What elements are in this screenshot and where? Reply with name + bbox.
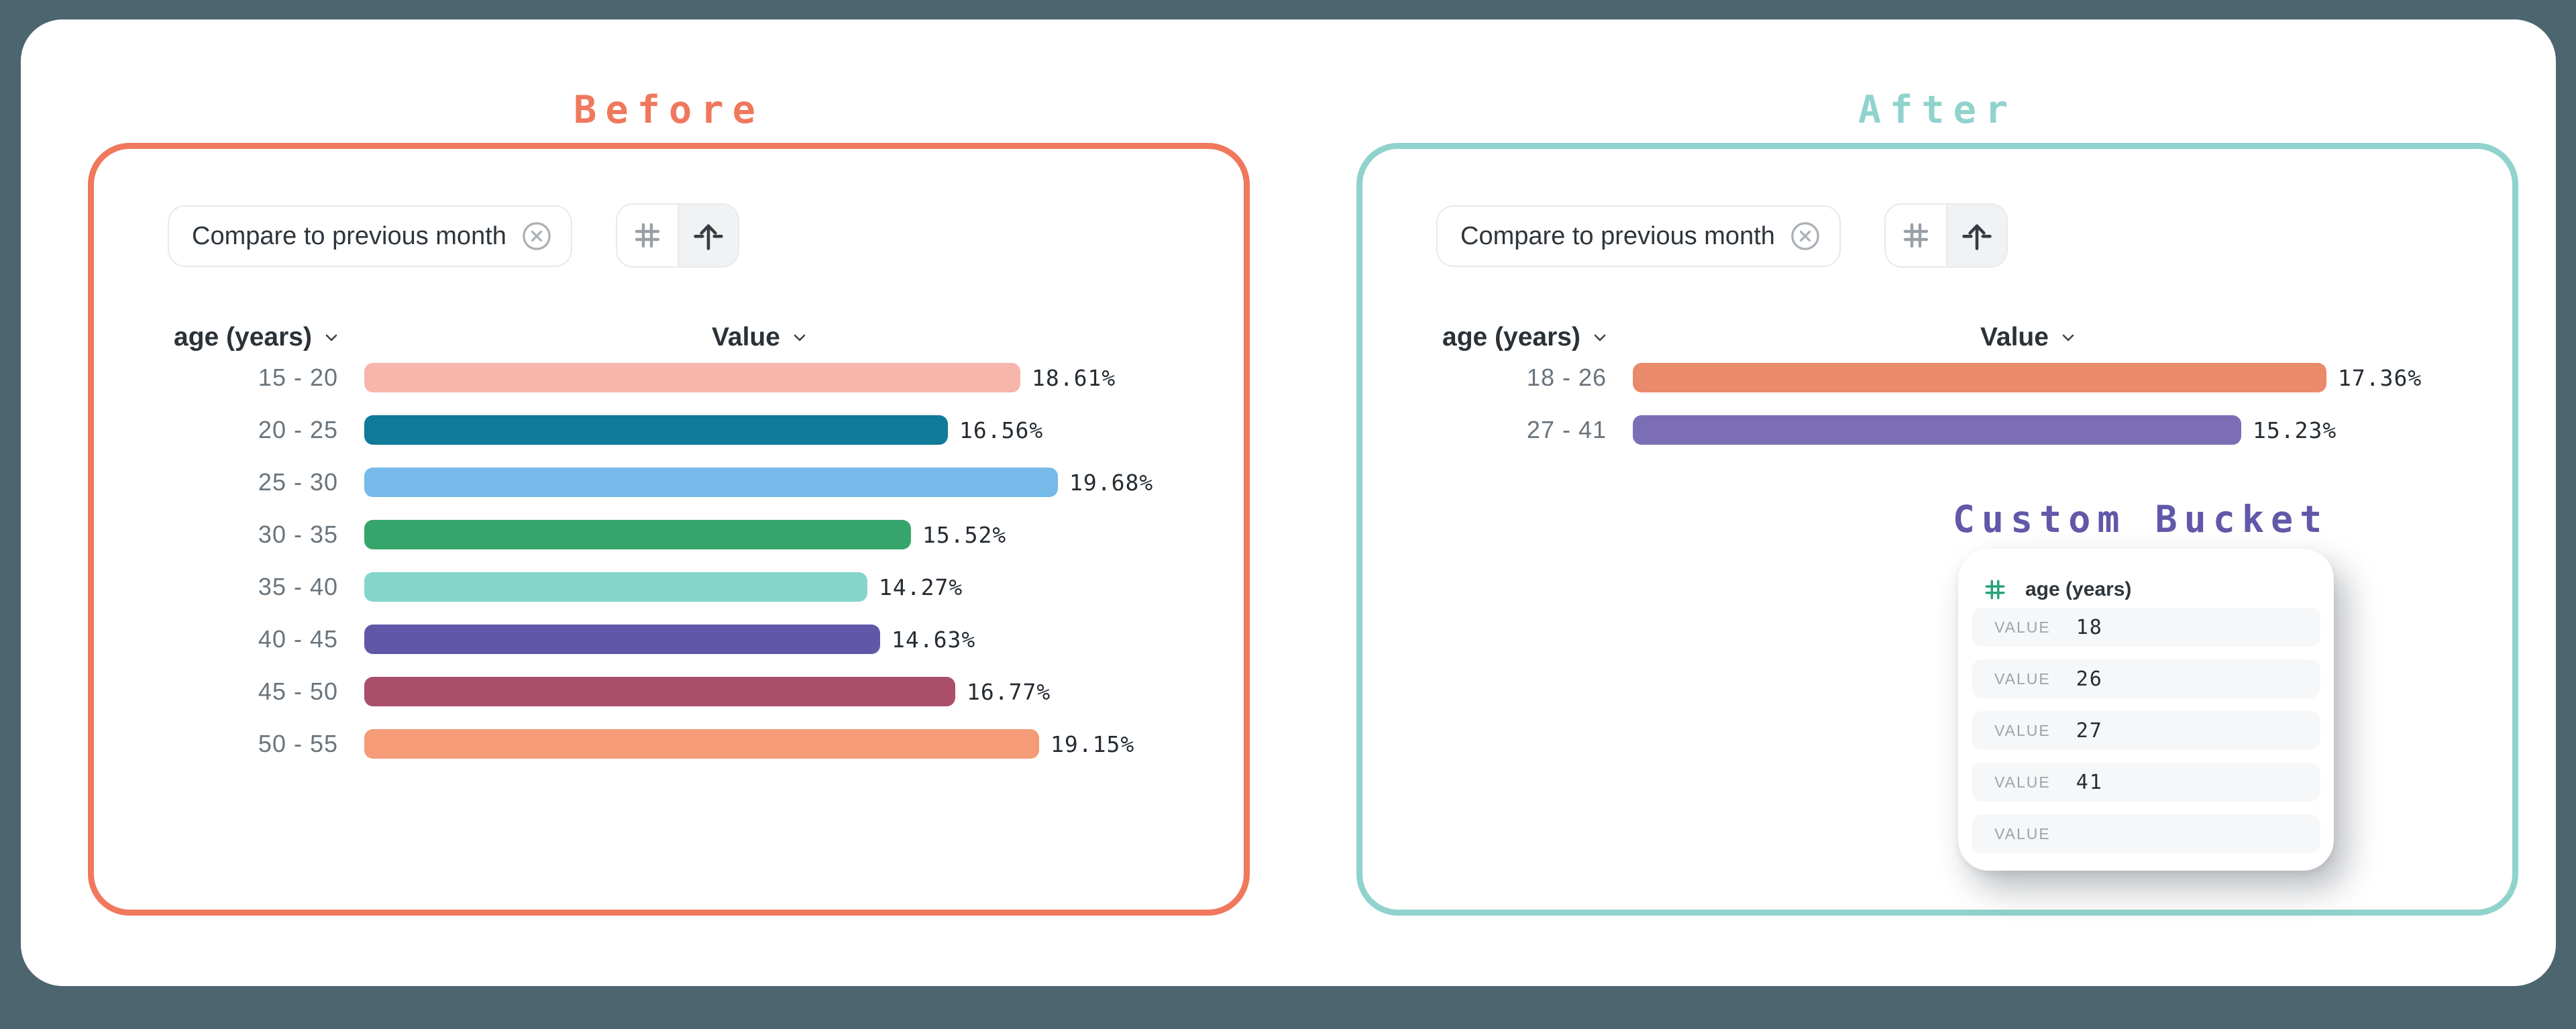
bar[interactable]	[1633, 415, 2241, 445]
bucket-value-text: 18	[2076, 615, 2103, 639]
remove-filter-icon[interactable]	[521, 221, 552, 252]
remove-filter-icon[interactable]	[1790, 221, 1821, 252]
filter-chip[interactable]: Compare to previous month	[168, 205, 572, 267]
after-panel: Compare to previous month age (years) Va…	[1356, 143, 2518, 916]
chart-row: 40 - 45 14.63%	[94, 613, 1244, 665]
bucket-value-input[interactable]: VALUE 41	[1972, 763, 2320, 802]
bucket-value-input[interactable]: VALUE 26	[1972, 659, 2320, 698]
bucket-value-list: VALUE 18 VALUE 26 VALUE 27 VALUE 41 VALUE	[1972, 608, 2320, 853]
category-label: 35 - 40	[258, 573, 338, 600]
chart-row: 50 - 55 19.15%	[94, 718, 1244, 770]
chevron-down-icon	[794, 334, 806, 341]
number-field-hash-icon	[1985, 580, 2005, 600]
dimension-column-header[interactable]: age (years)	[174, 321, 340, 354]
chevron-down-icon	[1594, 334, 1606, 341]
chart-row: 25 - 30 19.68%	[94, 456, 1244, 508]
bucket-value-label: VALUE	[1994, 773, 2051, 791]
binning-toggle	[616, 203, 739, 268]
bucket-field-label: age (years)	[2025, 578, 2132, 600]
value-label: 14.27%	[879, 574, 963, 600]
bucket-value-label: VALUE	[1994, 669, 2051, 688]
value-label: 19.15%	[1051, 730, 1135, 757]
category-label: 18 - 26	[1526, 364, 1607, 391]
chart-row: 30 - 35 15.52%	[94, 508, 1244, 561]
bucket-value-text: 41	[2076, 770, 2103, 794]
bucket-value-input[interactable]: VALUE 18	[1972, 608, 2320, 647]
metric-column-label: Value	[1980, 323, 2049, 351]
hash-icon	[1900, 219, 1932, 252]
filter-chip[interactable]: Compare to previous month	[1436, 205, 1841, 267]
bar[interactable]	[364, 729, 1039, 759]
dimension-column-label: age (years)	[1442, 323, 1580, 351]
bar-chart: 18 - 26 17.36% 27 - 41 15.23%	[1362, 351, 2512, 456]
chart-row: 35 - 40 14.27%	[94, 561, 1244, 613]
metric-column-header[interactable]: Value	[686, 321, 834, 354]
category-label: 30 - 35	[258, 521, 338, 548]
value-label: 15.52%	[922, 521, 1007, 548]
category-label: 15 - 20	[258, 364, 338, 391]
bar[interactable]	[364, 520, 911, 549]
bar[interactable]	[364, 415, 948, 445]
binning-toggle	[1884, 203, 2008, 268]
chart-row: 27 - 41 15.23%	[1362, 404, 2512, 456]
bar-chart: 15 - 20 18.61% 20 - 25 16.56% 25 - 30 19.68% 3…	[94, 351, 1244, 770]
bucket-value-text: 27	[2076, 718, 2103, 743]
metric-column-header[interactable]: Value	[1955, 321, 2102, 354]
bar[interactable]	[364, 677, 955, 706]
category-label: 45 - 50	[258, 678, 338, 705]
bucket-value-input[interactable]: VALUE 27	[1972, 711, 2320, 750]
bucket-value-label: VALUE	[1994, 824, 2051, 843]
arrow-up-icon	[1960, 218, 1994, 253]
chevron-down-icon	[325, 334, 337, 341]
bar[interactable]	[364, 572, 867, 602]
bucket-value-input[interactable]: VALUE	[1972, 814, 2320, 853]
dimension-column-header[interactable]: age (years)	[1442, 321, 1609, 354]
category-label: 20 - 25	[258, 416, 338, 443]
category-label: 25 - 30	[258, 468, 338, 496]
arrow-up-icon	[691, 218, 726, 253]
custom-bucket-header: age (years)	[1982, 577, 2131, 602]
value-label: 14.63%	[892, 626, 976, 653]
custom-bucket-title: Custom Bucket	[1952, 498, 2329, 541]
custom-binning-button[interactable]	[678, 205, 738, 266]
value-label: 17.36%	[2338, 364, 2422, 391]
value-label: 18.61%	[1032, 364, 1116, 391]
hash-icon	[631, 219, 663, 252]
category-label: 50 - 55	[258, 730, 338, 757]
dimension-column-label: age (years)	[174, 323, 312, 351]
canvas-card: Before After Compare to previous month a…	[21, 19, 2556, 986]
bar[interactable]	[364, 363, 1020, 392]
filter-chip-label: Compare to previous month	[192, 221, 506, 250]
bucket-value-text: 26	[2076, 667, 2103, 691]
value-label: 15.23%	[2253, 417, 2337, 443]
value-label: 16.77%	[967, 678, 1051, 705]
metric-column-label: Value	[712, 323, 780, 351]
numeric-binning-button[interactable]	[617, 205, 678, 266]
category-label: 40 - 45	[258, 625, 338, 653]
bar[interactable]	[364, 468, 1058, 497]
custom-binning-button[interactable]	[1946, 205, 2006, 266]
bar[interactable]	[1633, 363, 2326, 392]
category-label: 27 - 41	[1526, 416, 1607, 443]
chart-row: 20 - 25 16.56%	[94, 404, 1244, 456]
bar[interactable]	[364, 625, 880, 654]
bucket-value-label: VALUE	[1994, 721, 2051, 739]
chart-row: 18 - 26 17.36%	[1362, 351, 2512, 404]
before-title: Before	[574, 88, 764, 132]
chevron-down-icon	[2062, 334, 2074, 341]
chart-row: 45 - 50 16.77%	[94, 665, 1244, 718]
after-title: After	[1858, 88, 2017, 132]
value-label: 16.56%	[959, 417, 1044, 443]
filter-chip-label: Compare to previous month	[1460, 221, 1775, 250]
custom-bucket-card: age (years) VALUE 18 VALUE 26 VALUE 27 VALUE 41…	[1958, 549, 2334, 871]
chart-row: 15 - 20 18.61%	[94, 351, 1244, 404]
bucket-value-label: VALUE	[1994, 618, 2051, 636]
before-panel: Compare to previous month age (years) Va…	[88, 143, 1250, 916]
numeric-binning-button[interactable]	[1886, 205, 1946, 266]
value-label: 19.68%	[1069, 469, 1154, 496]
